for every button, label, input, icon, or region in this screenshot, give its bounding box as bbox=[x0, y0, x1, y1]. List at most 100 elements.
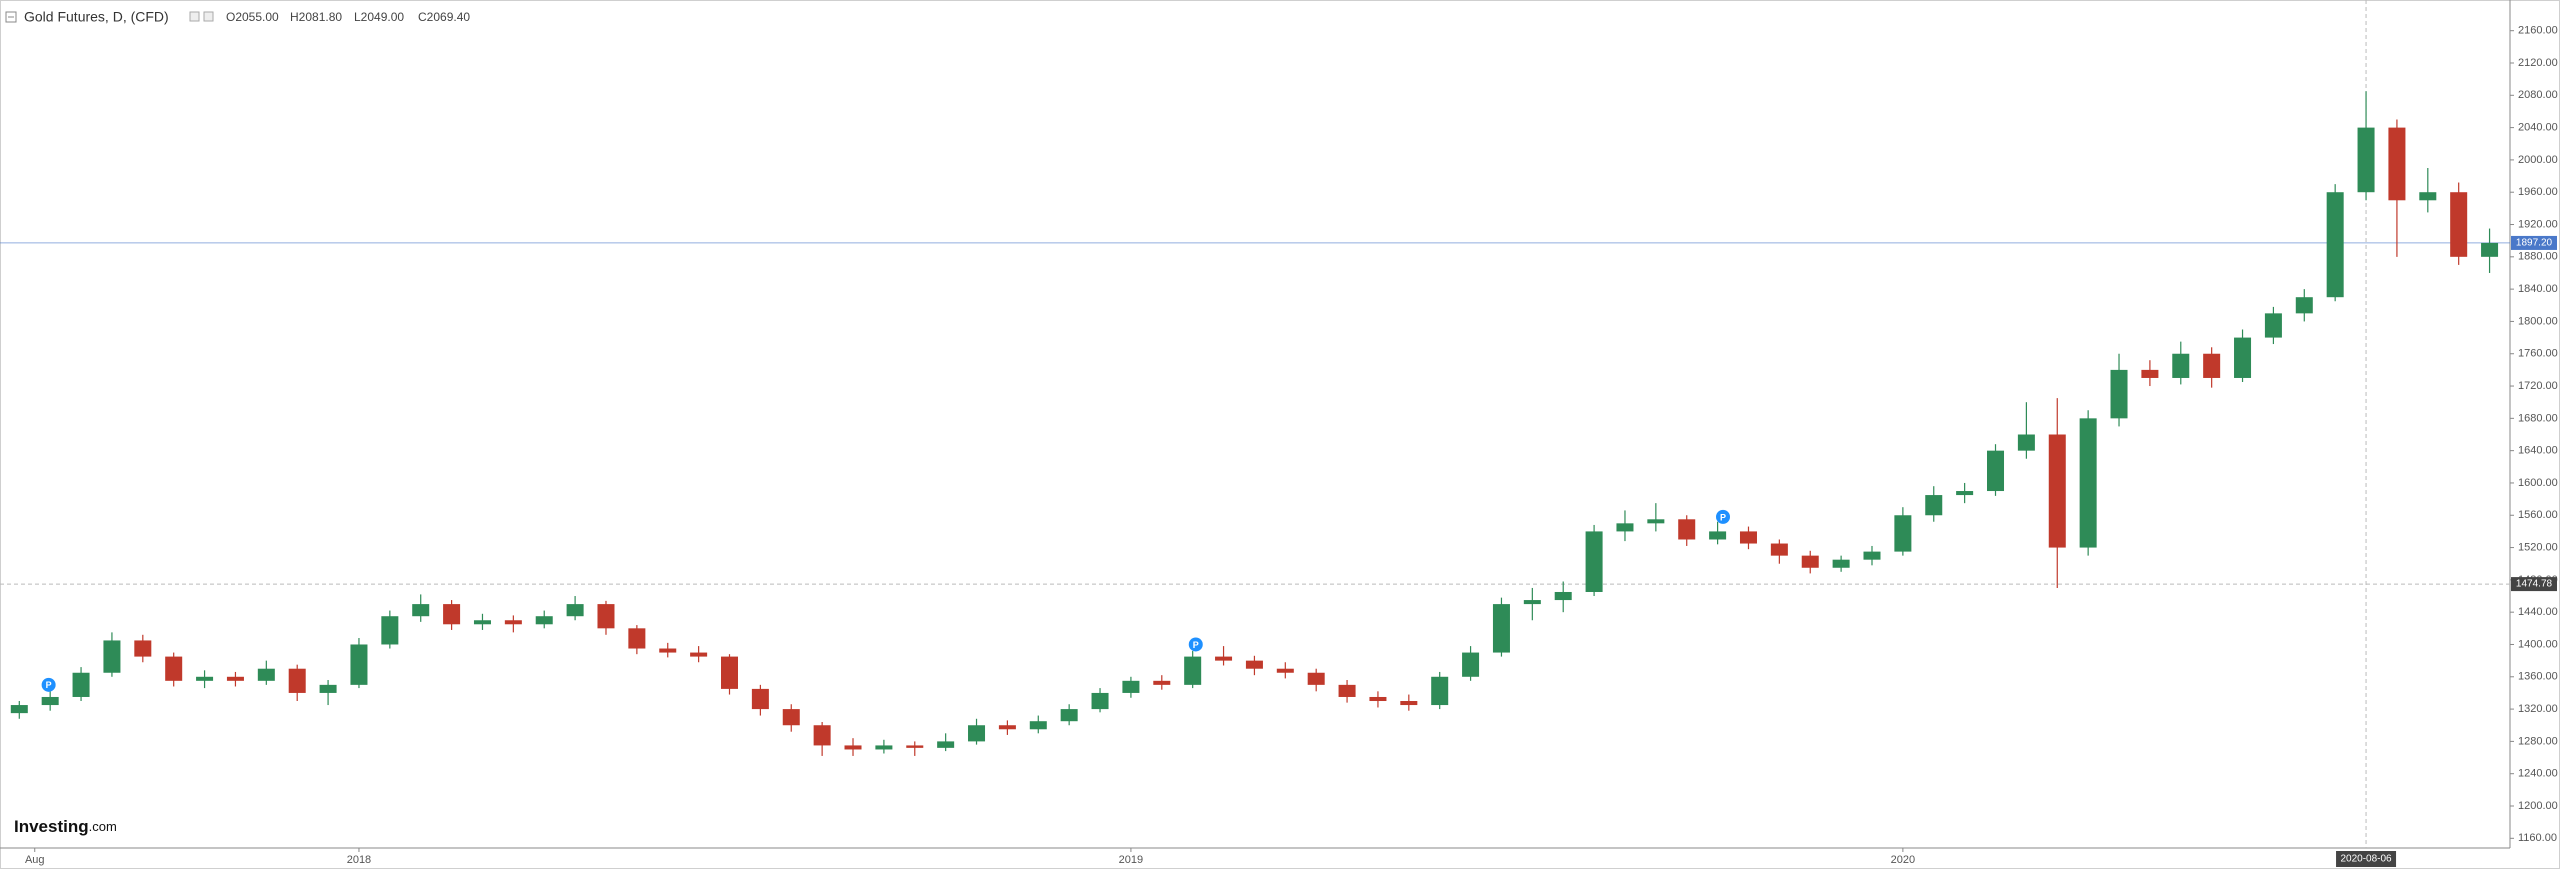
candle-body bbox=[1956, 491, 1974, 496]
y-tick-label: 1960.00 bbox=[2518, 186, 2558, 198]
x-tick-label: 2020 bbox=[1891, 854, 1915, 866]
y-tick-label: 1920.00 bbox=[2518, 218, 2558, 230]
candle-body bbox=[2234, 337, 2252, 378]
candle-body bbox=[2419, 192, 2437, 201]
collapse-icon[interactable] bbox=[5, 11, 17, 23]
candle-body bbox=[257, 668, 275, 681]
candle-body bbox=[1431, 676, 1449, 706]
y-tick-label: 1160.00 bbox=[2518, 832, 2557, 844]
candle-body bbox=[1987, 450, 2005, 492]
candle-body bbox=[1091, 692, 1109, 710]
candle-body bbox=[443, 604, 461, 625]
candle-body bbox=[473, 620, 491, 625]
candle-body bbox=[1894, 515, 1912, 552]
candle-body bbox=[1122, 680, 1140, 693]
candle-body bbox=[2295, 297, 2313, 314]
candle-body bbox=[813, 725, 831, 746]
y-tick-label: 1280.00 bbox=[2518, 735, 2558, 747]
candle-body bbox=[628, 628, 646, 649]
candle-body bbox=[2357, 127, 2375, 193]
event-marker[interactable] bbox=[41, 677, 56, 692]
candle-body bbox=[2172, 353, 2190, 378]
candle-body bbox=[1245, 660, 1263, 669]
candle-body bbox=[72, 672, 90, 697]
y-tick-label: 2120.00 bbox=[2518, 57, 2558, 69]
y-tick-label: 1880.00 bbox=[2518, 251, 2558, 263]
candle-body bbox=[226, 676, 244, 681]
y-tick-label: 1600.00 bbox=[2518, 477, 2558, 489]
ohlc-value: L2049.00 bbox=[354, 10, 404, 24]
candle-body bbox=[1770, 543, 1788, 556]
y-tick-label: 1360.00 bbox=[2518, 671, 2558, 683]
ohlc-value: O2055.00 bbox=[226, 10, 279, 24]
candle-body bbox=[1462, 652, 1480, 677]
candle-body bbox=[1369, 696, 1387, 702]
candle-body bbox=[1585, 531, 1603, 592]
y-tick-label: 1720.00 bbox=[2518, 380, 2558, 392]
candle-body bbox=[720, 656, 739, 689]
candle-body bbox=[535, 616, 553, 625]
candle-body bbox=[1832, 559, 1850, 568]
price-label-box bbox=[2511, 577, 2557, 592]
candle-body bbox=[906, 745, 924, 748]
chart-title: Gold Futures, D, (CFD) bbox=[24, 9, 169, 25]
ohlc-value: H2081.80 bbox=[290, 10, 342, 24]
candle-body bbox=[1307, 672, 1325, 685]
candle-body bbox=[1709, 531, 1727, 540]
candle-body bbox=[1647, 519, 1665, 524]
y-tick-label: 1560.00 bbox=[2518, 509, 2558, 521]
event-marker-label: P bbox=[1193, 640, 1199, 650]
y-tick-label: 1400.00 bbox=[2518, 638, 2558, 650]
candle-body bbox=[2388, 127, 2406, 201]
candle-body bbox=[1554, 591, 1572, 601]
brand-suffix: .com bbox=[89, 819, 117, 834]
settings-icon[interactable] bbox=[189, 11, 200, 22]
candle-body bbox=[1678, 519, 1696, 540]
candle-body bbox=[1801, 555, 1819, 568]
candle-body bbox=[875, 745, 893, 750]
event-marker[interactable] bbox=[1188, 637, 1203, 652]
candle-body bbox=[782, 709, 800, 726]
candle-body bbox=[566, 604, 584, 617]
candle-body bbox=[844, 745, 862, 750]
x-tick-label: 2019 bbox=[1119, 854, 1143, 866]
candle-body bbox=[690, 652, 708, 657]
candle-body bbox=[751, 688, 769, 710]
candle-body bbox=[1925, 495, 1943, 516]
y-tick-label: 1200.00 bbox=[2518, 800, 2558, 812]
candle-body bbox=[2481, 242, 2499, 257]
candle-body bbox=[2264, 313, 2282, 338]
x-tick-label: Aug bbox=[25, 854, 45, 866]
event-marker[interactable] bbox=[1716, 509, 1731, 524]
candle-body bbox=[1338, 684, 1356, 697]
candle-body bbox=[134, 640, 152, 657]
y-tick-label: 1640.00 bbox=[2518, 445, 2558, 457]
x-tick-label: 2018 bbox=[347, 854, 371, 866]
y-tick-label: 2160.00 bbox=[2518, 25, 2558, 37]
price-label: 1474.78 bbox=[2516, 579, 2553, 590]
ohlc-value: C2069.40 bbox=[418, 10, 470, 24]
candle-body bbox=[350, 644, 368, 685]
candle-body bbox=[2326, 192, 2344, 298]
candle-body bbox=[1029, 721, 1047, 730]
candle-body bbox=[998, 725, 1016, 730]
y-tick-label: 1320.00 bbox=[2518, 703, 2558, 715]
y-tick-label: 1840.00 bbox=[2518, 283, 2558, 295]
candle-body bbox=[1153, 680, 1171, 685]
candle-body bbox=[968, 725, 986, 742]
candle-body bbox=[1184, 656, 1202, 685]
candle-body bbox=[2048, 434, 2066, 548]
candle-body bbox=[2141, 369, 2159, 378]
candle-body bbox=[2079, 418, 2097, 548]
crosshair-label-box bbox=[2336, 851, 2397, 867]
candle-body bbox=[1276, 668, 1294, 673]
candle-body bbox=[1616, 523, 1634, 532]
event-marker-label: P bbox=[1720, 512, 1726, 522]
header: Gold Futures, D, (CFD) bbox=[5, 9, 214, 25]
candle-body bbox=[937, 741, 955, 748]
y-tick-label: 1240.00 bbox=[2518, 768, 2558, 780]
candle-body bbox=[10, 705, 28, 714]
close-icon[interactable] bbox=[203, 11, 214, 22]
event-marker-label: P bbox=[46, 680, 52, 690]
